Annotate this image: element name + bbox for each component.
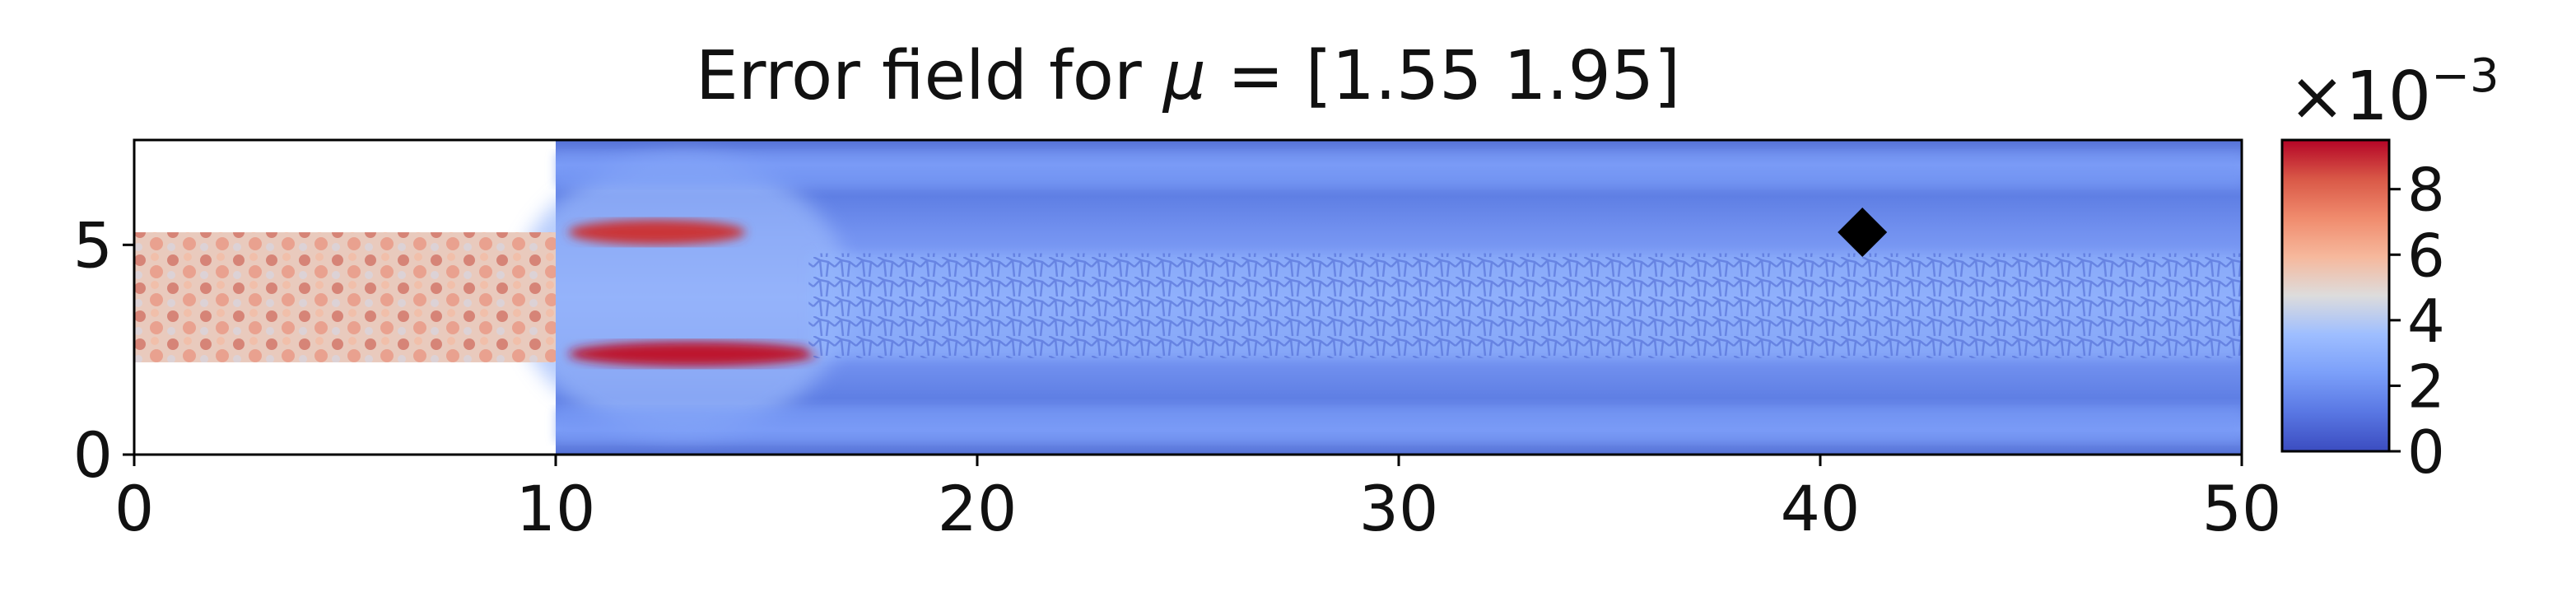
x-tick-label: 10 xyxy=(516,472,596,545)
axes-frame xyxy=(133,138,2243,456)
inlet-channel-mesh xyxy=(134,232,556,362)
upper-jet-hotspot xyxy=(568,219,746,245)
x-axis-ticks: 0 10 20 30 40 50 xyxy=(114,455,2282,545)
colorbar-multiplier: ×10−3 xyxy=(2289,49,2499,136)
chart-title: Error field for μ = [1.55 1.95] xyxy=(696,37,1680,115)
y-tick-label: 5 xyxy=(73,208,113,282)
colorbar-tick-label: 2 xyxy=(2407,352,2445,421)
probe-marker xyxy=(1838,208,1888,258)
x-tick-label: 50 xyxy=(2202,472,2282,545)
lower-jet-hotspot xyxy=(568,341,818,367)
lower-boundary-band xyxy=(556,408,2242,442)
upper-boundary-band xyxy=(556,152,2242,187)
x-tick-label: 20 xyxy=(938,472,1018,545)
y-axis-ticks: 05 xyxy=(73,208,134,492)
colorbar-tick-label: 4 xyxy=(2407,287,2445,356)
x-tick-label: 40 xyxy=(1781,472,1861,545)
x-tick-label: 0 xyxy=(114,472,154,545)
colorbar-tick-label: 8 xyxy=(2407,156,2445,225)
step-recirculation-region xyxy=(513,156,851,434)
wake-core-mesh xyxy=(808,253,2242,358)
error-field xyxy=(134,140,2242,455)
colorbar-tick-label: 0 xyxy=(2407,418,2445,487)
x-tick-label: 30 xyxy=(1359,472,1439,545)
y-tick-label: 0 xyxy=(73,418,113,492)
colorbar-tick-label: 6 xyxy=(2407,221,2445,290)
colorbar xyxy=(2280,138,2391,453)
